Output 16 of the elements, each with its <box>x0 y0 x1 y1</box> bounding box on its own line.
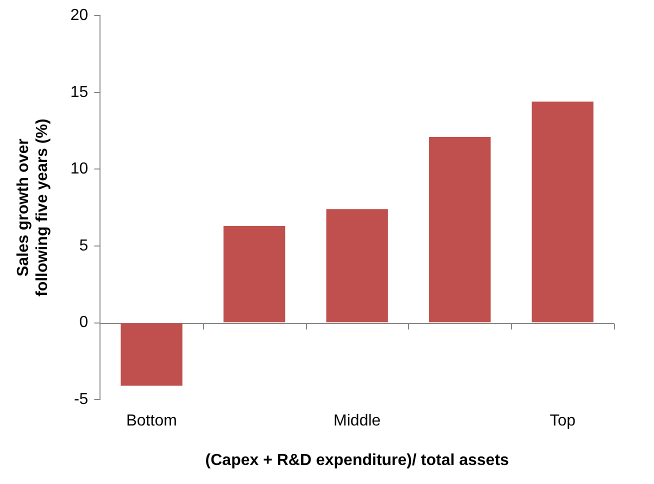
bar <box>224 226 286 322</box>
y-tick-label: 5 <box>79 237 88 254</box>
x-tick-label: Middle <box>334 412 381 430</box>
y-tick-label: 10 <box>70 160 88 178</box>
bar <box>326 209 388 322</box>
y-tick-label: 0 <box>79 314 88 332</box>
y-tick-label: 15 <box>70 84 88 101</box>
y-tick-label: -5 <box>74 391 88 408</box>
y-axis-title: Sales growth over following five years (%) <box>15 118 52 297</box>
y-tick-label: 20 <box>70 7 88 24</box>
bar <box>429 136 491 322</box>
x-tick-label: Bottom <box>126 412 177 430</box>
bar <box>532 102 594 322</box>
x-axis-title: (Capex + R&D expenditure)/ total assets <box>205 452 510 469</box>
x-tick-label: Top <box>550 412 576 430</box>
bar <box>120 323 182 386</box>
